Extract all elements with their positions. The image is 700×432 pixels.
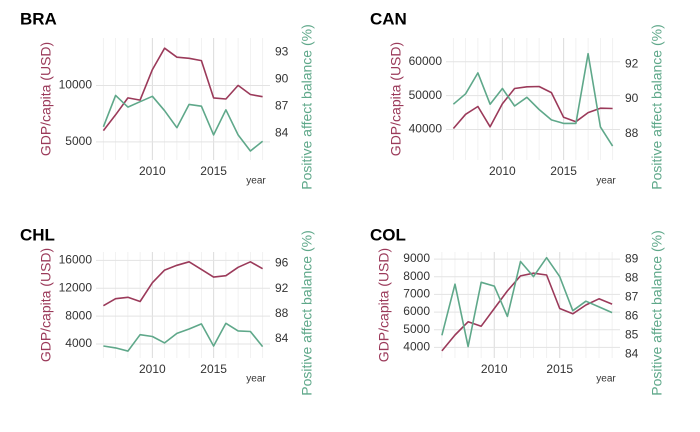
gdp-series-line — [102, 47, 263, 132]
gdp-series-line — [103, 260, 263, 307]
x-tick-label: 2015 — [550, 164, 577, 178]
positive-affect-series-line — [452, 52, 614, 147]
y-right-axis-title: Positive affect balance (%) — [299, 24, 315, 190]
y-left-tick-label: 12000 — [59, 280, 93, 294]
y-right-tick-label: 88 — [625, 271, 639, 285]
y-left-axis-title: GDP/capita (USD) — [388, 42, 404, 156]
chart-title: COL — [370, 225, 406, 244]
y-left-axis-title: GDP/capita (USD) — [38, 42, 54, 156]
y-left-tick-label: 5000 — [65, 134, 92, 148]
y-left-tick-label: 5000 — [403, 322, 430, 336]
y-left-tick-label: 50000 — [409, 88, 443, 102]
y-left-tick-label: 60000 — [409, 54, 443, 68]
y-left-tick-label: 10000 — [59, 78, 93, 92]
positive-affect-series-line — [103, 322, 264, 352]
positive-affect-series-line — [102, 94, 264, 152]
y-left-axis-title: GDP/capita (USD) — [376, 248, 392, 362]
x-tick-label: 2015 — [546, 362, 573, 376]
y-right-tick-label: 84 — [625, 346, 639, 360]
y-left-tick-label: 8000 — [403, 269, 430, 283]
y-right-tick-label: 87 — [625, 290, 639, 304]
y-right-tick-label: 90 — [275, 71, 289, 85]
y-right-axis-title: Positive affect balance (%) — [649, 24, 665, 190]
y-right-tick-label: 87 — [275, 98, 289, 112]
y-left-tick-label: 4000 — [65, 336, 92, 350]
y-right-tick-label: 92 — [275, 281, 289, 295]
y-right-axis-title: Positive affect balance (%) — [299, 230, 315, 396]
y-left-axis-title: GDP/capita (USD) — [38, 248, 54, 362]
chart-title: CAN — [370, 9, 407, 28]
x-tick-label: 2010 — [139, 164, 166, 178]
x-axis-title: year — [246, 374, 266, 385]
chart-title: CHL — [20, 225, 55, 244]
y-right-tick-label: 88 — [275, 306, 289, 320]
y-right-tick-label: 92 — [625, 56, 639, 70]
y-left-tick-label: 6000 — [403, 304, 430, 318]
y-left-tick-label: 9000 — [403, 251, 430, 265]
x-tick-label: 2010 — [489, 164, 516, 178]
gdp-series-line — [441, 272, 613, 352]
y-left-tick-label: 8000 — [65, 308, 92, 322]
y-right-tick-label: 89 — [625, 252, 639, 266]
y-right-tick-label: 86 — [625, 309, 639, 323]
chart-title: BRA — [20, 9, 57, 28]
y-right-tick-label: 84 — [275, 331, 289, 345]
x-tick-label: 2010 — [481, 362, 508, 376]
y-left-tick-label: 40000 — [409, 122, 443, 136]
y-left-tick-label: 7000 — [403, 287, 430, 301]
gdp-series-line — [452, 85, 613, 130]
y-left-tick-label: 16000 — [59, 253, 93, 267]
y-right-tick-label: 88 — [625, 126, 639, 140]
positive-affect-series-line — [441, 256, 613, 348]
y-right-tick-label: 84 — [275, 125, 289, 139]
y-right-axis-title: Positive affect balance (%) — [649, 230, 665, 396]
x-axis-title: year — [596, 374, 616, 385]
y-right-tick-label: 85 — [625, 327, 639, 341]
y-right-tick-label: 93 — [275, 45, 289, 59]
y-right-tick-label: 96 — [275, 256, 289, 270]
x-axis-title: year — [596, 176, 616, 187]
y-left-tick-label: 4000 — [403, 340, 430, 354]
x-tick-label: 2015 — [200, 164, 227, 178]
x-axis-title: year — [246, 176, 266, 187]
y-right-tick-label: 90 — [625, 91, 639, 105]
x-tick-label: 2015 — [200, 362, 227, 376]
x-tick-label: 2010 — [139, 362, 166, 376]
